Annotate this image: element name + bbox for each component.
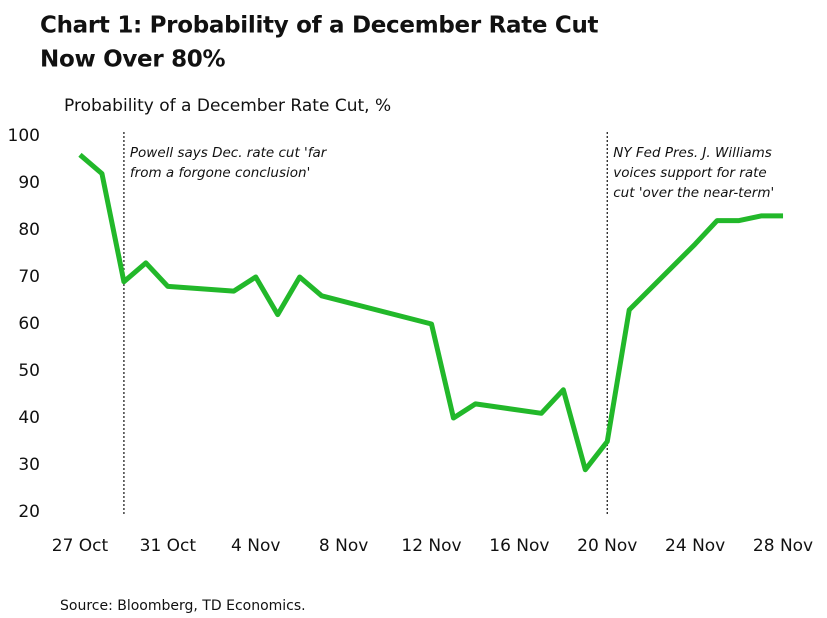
y-tick-label: 90	[18, 173, 40, 193]
data-line	[78, 152, 784, 473]
y-tick-label: 100	[8, 126, 40, 146]
y-tick-label: 80	[18, 220, 40, 240]
annotation-text: from a forgone conclusion'	[130, 165, 310, 181]
y-tick-label: 60	[18, 314, 40, 334]
y-tick-label: 30	[18, 455, 40, 475]
annotation-text: cut 'over the near-term'	[613, 185, 774, 201]
x-tick-label: 16 Nov	[489, 536, 549, 556]
x-tick-label: 27 Oct	[52, 536, 109, 556]
x-tick-label: 4 Nov	[231, 536, 280, 556]
x-tick-label: 24 Nov	[665, 536, 725, 556]
annotation-text: Powell says Dec. rate cut 'far	[130, 145, 328, 161]
x-tick-label: 12 Nov	[401, 536, 461, 556]
chart-subtitle: Probability of a December Rate Cut, %	[64, 96, 391, 116]
chart-title: Chart 1: Probability of a December Rate …	[40, 13, 599, 39]
y-tick-label: 40	[18, 408, 40, 428]
y-tick-label: 70	[18, 267, 40, 287]
x-tick-label: 28 Nov	[753, 536, 813, 556]
annotation-text: voices support for rate	[613, 165, 766, 181]
x-tick-label: 8 Nov	[319, 536, 368, 556]
annotation-text: NY Fed Pres. J. Williams	[613, 145, 772, 161]
y-tick-label: 20	[18, 502, 40, 522]
x-tick-label: 20 Nov	[577, 536, 637, 556]
x-tick-label: 31 Oct	[140, 536, 197, 556]
y-tick-label: 50	[18, 361, 40, 381]
source: Source: Bloomberg, TD Economics.	[60, 598, 306, 614]
chart-title: Now Over 80%	[40, 47, 226, 73]
